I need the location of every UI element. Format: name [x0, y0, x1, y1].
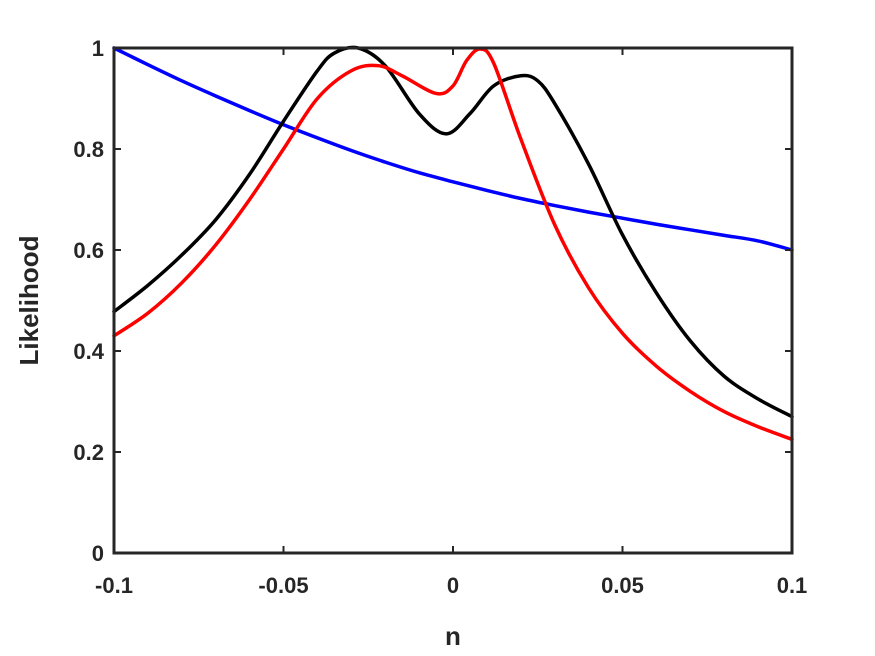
x-tick-label: 0	[447, 573, 459, 598]
series-line-2	[112, 45, 794, 419]
series-line-1	[112, 46, 794, 252]
y-tick-label: 0.2	[73, 440, 104, 465]
x-axis-label: n	[445, 621, 461, 651]
y-tick-label: 0.4	[73, 339, 104, 364]
x-tick-label: -0.1	[95, 573, 133, 598]
x-tick-label: 0.05	[601, 573, 644, 598]
tick-group: -0.1 -0.05 0 0.05 0.1 0 0.2 0.4 0.6 0.8 1	[73, 36, 807, 598]
series-group	[112, 45, 794, 442]
x-tick-label: -0.05	[258, 573, 308, 598]
y-axis-label: Likelihood	[14, 236, 44, 366]
y-tick-label: 0.6	[73, 238, 104, 263]
x-tick-label: 0.1	[777, 573, 808, 598]
series-line-3	[112, 47, 794, 442]
y-tick-label: 1	[92, 36, 104, 61]
y-tick-label: 0	[92, 541, 104, 566]
y-tick-label: 0.8	[73, 137, 104, 162]
